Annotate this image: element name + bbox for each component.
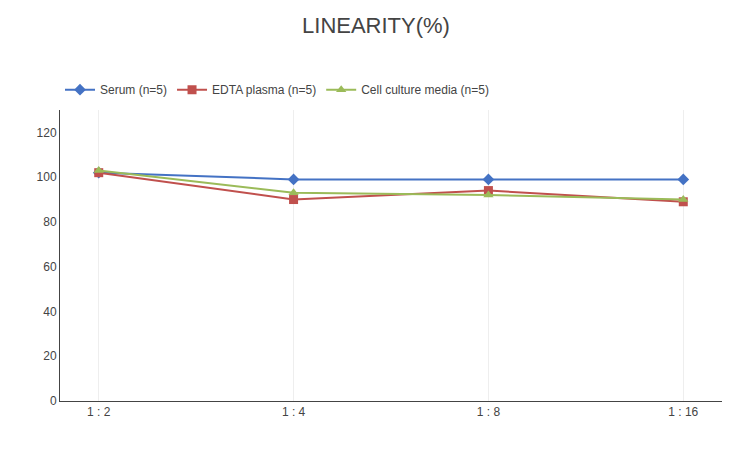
svg-text:100: 100 — [37, 170, 57, 184]
svg-text:EDTA plasma (n=5): EDTA plasma (n=5) — [212, 83, 316, 97]
svg-text:120: 120 — [37, 126, 57, 140]
svg-text:20: 20 — [43, 349, 57, 363]
svg-text:Cell culture media (n=5): Cell culture media (n=5) — [361, 83, 489, 97]
svg-text:40: 40 — [43, 305, 57, 319]
svg-text:80: 80 — [43, 215, 57, 229]
svg-text:1 : 8: 1 : 8 — [477, 405, 501, 419]
svg-text:60: 60 — [43, 260, 57, 274]
svg-text:0: 0 — [50, 394, 57, 408]
svg-text:1 : 4: 1 : 4 — [282, 405, 306, 419]
svg-text:1 : 16: 1 : 16 — [668, 405, 698, 419]
svg-text:1 : 2: 1 : 2 — [87, 405, 111, 419]
svg-text:LINEARITY(%): LINEARITY(%) — [302, 13, 450, 38]
svg-text:Serum (n=5): Serum (n=5) — [100, 83, 167, 97]
